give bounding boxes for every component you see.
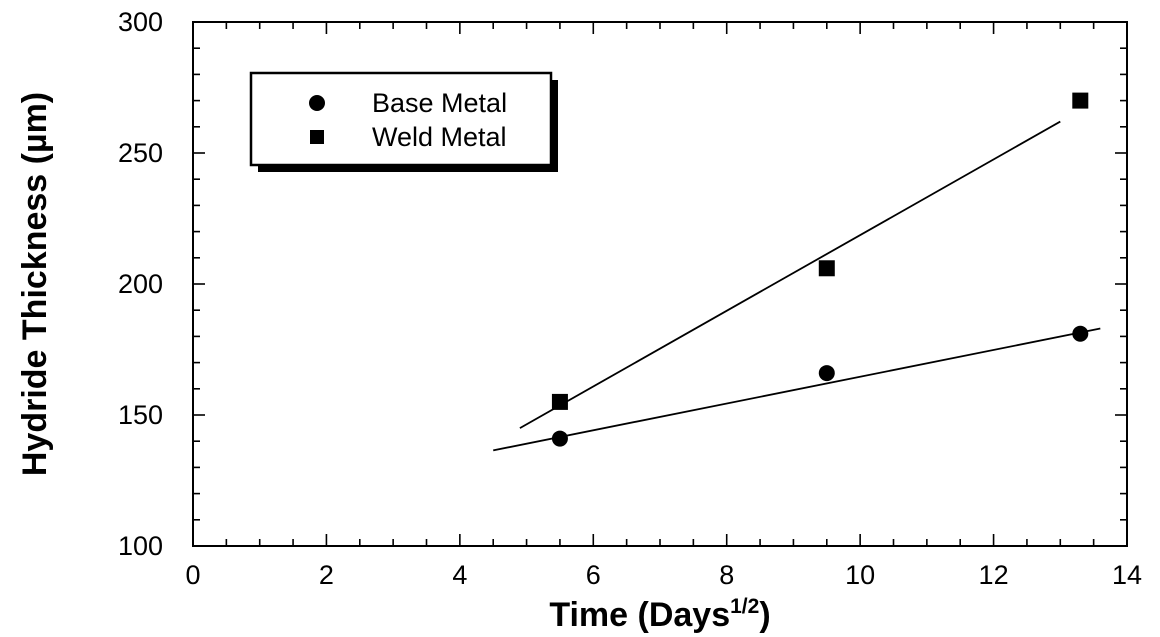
tick-labels: 0 2 4 6 8 10 12 14 100 150 200 250 300 — [118, 7, 1142, 590]
x-tick-label: 8 — [719, 560, 734, 590]
fit-line-weld-metal — [519, 120, 1061, 429]
data-point-weld-metal — [551, 393, 568, 410]
fit-lines — [493, 120, 1101, 452]
x-tick-label: 12 — [979, 560, 1009, 590]
legend-marker-base-metal — [309, 95, 325, 111]
x-axis-title-end: ) — [759, 596, 770, 634]
ticks — [192, 21, 1128, 547]
x-tick-label: 6 — [586, 560, 601, 590]
x-axis-title-superscript: 1/2 — [730, 595, 759, 618]
legend-box — [249, 71, 553, 167]
y-tick-label: 100 — [118, 531, 163, 561]
fit-line-base-metal — [493, 327, 1101, 452]
data-point-base-metal — [551, 430, 568, 447]
legend-marker-weld-metal — [310, 130, 324, 144]
y-axis-title: Hydride Thickness (µm) — [16, 92, 54, 476]
data-point-weld-metal — [1072, 92, 1089, 109]
data-point-weld-metal — [818, 260, 835, 277]
y-tick-label: 150 — [118, 400, 163, 430]
x-tick-label: 2 — [319, 560, 334, 590]
legend: Base Metal Weld Metal — [249, 71, 558, 172]
y-tick-label: 300 — [118, 7, 163, 37]
data-point-base-metal — [818, 365, 835, 382]
x-tick-label: 14 — [1112, 560, 1142, 590]
legend-label-base-metal: Base Metal — [372, 88, 507, 118]
data-points — [551, 92, 1089, 447]
x-axis-title: Time (Days1/2) — [549, 595, 770, 634]
y-tick-label: 200 — [118, 269, 163, 299]
y-tick-label: 250 — [118, 138, 163, 168]
x-axis-title-main: Time (Days — [549, 596, 730, 634]
x-tick-label: 10 — [845, 560, 875, 590]
data-point-base-metal — [1072, 325, 1089, 342]
x-tick-label: 0 — [185, 560, 200, 590]
legend-label-weld-metal: Weld Metal — [372, 122, 507, 152]
x-tick-label: 4 — [452, 560, 467, 590]
